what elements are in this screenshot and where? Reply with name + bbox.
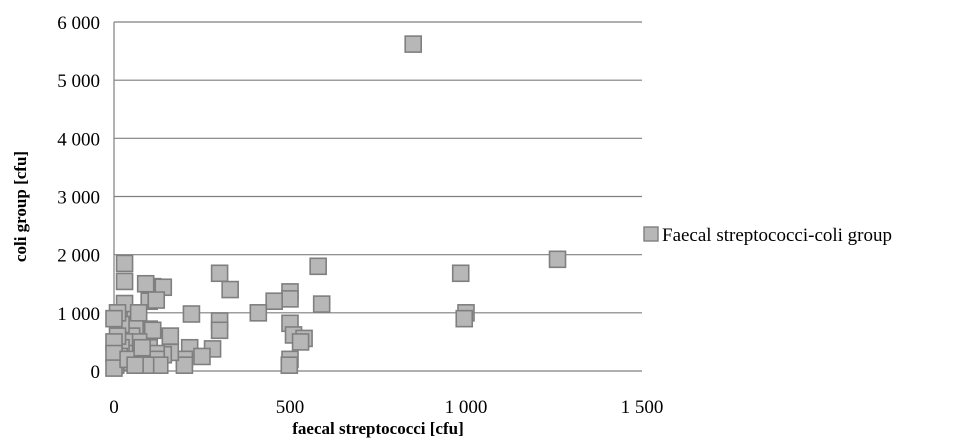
x-tick-label: 1 000 xyxy=(445,397,488,418)
data-point xyxy=(280,356,299,374)
data-point xyxy=(455,309,474,328)
y-tick-label: 1 000 xyxy=(57,304,100,325)
y-tick-labels: 0 1 000 2 000 3 000 4 000 5 000 6 000 xyxy=(57,13,100,383)
data-point xyxy=(105,309,123,328)
data-point xyxy=(221,280,239,299)
y-tick-label: 0 xyxy=(91,362,101,383)
data-point xyxy=(312,295,331,313)
x-tick-labels: 0 500 1 000 1 500 xyxy=(109,397,663,418)
x-tick-label: 500 xyxy=(276,397,305,418)
legend-marker-square xyxy=(643,226,659,242)
data-point xyxy=(548,250,567,269)
data-point xyxy=(161,327,180,345)
data-point xyxy=(126,356,144,374)
data-point xyxy=(133,338,151,357)
data-point xyxy=(193,347,211,366)
data-point xyxy=(404,35,423,53)
data-point xyxy=(210,321,229,340)
data-point xyxy=(265,292,283,311)
data-point xyxy=(210,264,229,283)
legend-entry-label: Faecal streptococci-coli group xyxy=(662,225,892,246)
data-point xyxy=(115,272,134,291)
y-tick-label: 5 000 xyxy=(57,71,100,92)
data-point xyxy=(143,321,162,340)
legend: Faecal streptococci-coli group xyxy=(643,225,892,246)
data-point xyxy=(451,264,470,283)
y-tick-label: 6 000 xyxy=(57,13,100,34)
data-point xyxy=(115,254,134,273)
y-axis-title: coli group [cfu] xyxy=(11,151,30,262)
x-tick-label: 0 xyxy=(109,397,119,418)
data-point xyxy=(249,304,268,322)
data-point xyxy=(147,291,166,309)
y-tick-label: 4 000 xyxy=(57,129,100,150)
x-tick-label: 1 500 xyxy=(621,397,664,418)
data-point xyxy=(309,257,327,276)
y-tick-label: 3 000 xyxy=(57,188,100,209)
x-axis-title: faecal streptococci [cfu] xyxy=(292,419,464,438)
data-point xyxy=(175,356,194,374)
data-point xyxy=(281,290,299,308)
grid-lines xyxy=(114,21,642,372)
data-point xyxy=(136,274,155,293)
data-point xyxy=(129,304,148,322)
y-tick-label: 2 000 xyxy=(57,246,100,267)
data-point xyxy=(182,305,201,323)
data-point xyxy=(291,333,310,351)
data-points xyxy=(105,35,567,377)
